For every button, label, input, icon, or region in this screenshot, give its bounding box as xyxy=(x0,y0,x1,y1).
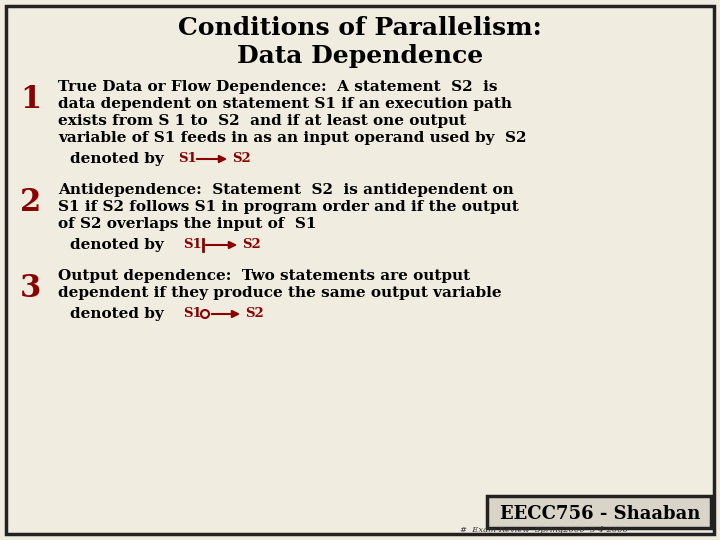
Text: S1: S1 xyxy=(178,152,197,165)
Text: S2: S2 xyxy=(232,152,251,165)
Text: 2: 2 xyxy=(20,187,41,218)
Text: of S2 overlaps the input of  S1: of S2 overlaps the input of S1 xyxy=(58,217,317,231)
Text: Output dependence:  Two statements are output: Output dependence: Two statements are ou… xyxy=(58,269,470,283)
Text: variable of S1 feeds in as an input operand used by  S2: variable of S1 feeds in as an input oper… xyxy=(58,131,526,145)
Text: Data Dependence: Data Dependence xyxy=(237,44,483,68)
Text: denoted by: denoted by xyxy=(70,238,163,252)
Text: Antidependence:  Statement  S2  is antidependent on: Antidependence: Statement S2 is antidepe… xyxy=(58,183,514,197)
Text: exists from S 1 to  S2  and if at least one output: exists from S 1 to S2 and if at least on… xyxy=(58,114,467,128)
Text: S1 if S2 follows S1 in program order and if the output: S1 if S2 follows S1 in program order and… xyxy=(58,200,518,214)
Text: data dependent on statement S1 if an execution path: data dependent on statement S1 if an exe… xyxy=(58,97,512,111)
Text: Conditions of Parallelism:: Conditions of Parallelism: xyxy=(178,16,542,40)
Text: 1: 1 xyxy=(20,84,41,115)
Text: 3: 3 xyxy=(20,273,41,304)
Text: S1: S1 xyxy=(183,307,202,320)
Text: True Data or Flow Dependence:  A statement  S2  is: True Data or Flow Dependence: A statemen… xyxy=(58,80,498,94)
Text: #  Exam Review  Spring2000  5-4-2000: # Exam Review Spring2000 5-4-2000 xyxy=(460,526,628,534)
Text: denoted by: denoted by xyxy=(70,307,163,321)
Text: denoted by: denoted by xyxy=(70,152,163,166)
FancyBboxPatch shape xyxy=(487,496,711,528)
Text: EECC756 - Shaaban: EECC756 - Shaaban xyxy=(500,505,700,523)
Text: S1: S1 xyxy=(183,238,202,251)
Text: dependent if they produce the same output variable: dependent if they produce the same outpu… xyxy=(58,286,502,300)
Text: S2: S2 xyxy=(242,238,261,251)
Text: S2: S2 xyxy=(245,307,264,320)
